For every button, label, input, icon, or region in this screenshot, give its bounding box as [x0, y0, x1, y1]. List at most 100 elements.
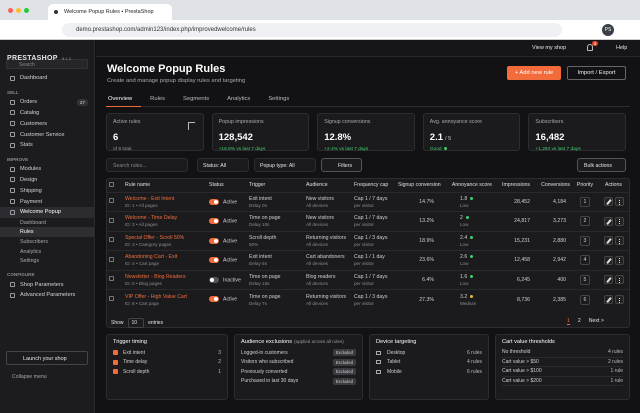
nav-item[interactable]: Customers	[0, 118, 94, 129]
toggle[interactable]	[209, 296, 219, 303]
nav-item[interactable]: Modules	[0, 164, 94, 175]
rule-name[interactable]: Abandoning Cart - Exit	[125, 254, 178, 261]
page-link[interactable]: 1	[567, 318, 570, 325]
pencil-icon	[605, 277, 612, 284]
more-button[interactable]	[614, 236, 624, 246]
priority-box[interactable]: 3	[579, 235, 591, 246]
url-field[interactable]: demo.prestashop.com/admin123/index.php/i…	[62, 23, 562, 37]
checkbox[interactable]	[109, 296, 114, 301]
next-link[interactable]: Next >	[588, 318, 604, 324]
profile-avatar[interactable]: PS	[602, 24, 614, 36]
excluded-tag: Excluded	[332, 349, 356, 357]
nav-item[interactable]: Catalog	[0, 108, 94, 119]
import-export-button[interactable]: Import / Export	[567, 66, 626, 80]
edit-button[interactable]	[603, 255, 613, 265]
checkbox[interactable]	[113, 359, 118, 365]
nav-item[interactable]: Stats	[0, 140, 94, 151]
nav-item[interactable]: Shop Parameters	[0, 279, 94, 290]
checkbox[interactable]	[113, 350, 118, 356]
priority-box[interactable]: 6	[579, 294, 591, 305]
annoyance-cell: 2 Low	[446, 211, 494, 231]
toggle[interactable]	[209, 276, 219, 283]
per-page-select[interactable]: 10	[127, 318, 145, 328]
nav-subitem[interactable]: Analytics	[20, 248, 42, 255]
priority-box[interactable]: 1	[579, 196, 591, 207]
nav-subitem[interactable]: Rules	[0, 227, 94, 238]
rule-name[interactable]: Newsletter - Blog Readers	[125, 273, 186, 280]
status-cell: Active	[207, 211, 247, 231]
toggle[interactable]	[209, 218, 219, 225]
tab[interactable]: Analytics	[227, 96, 251, 102]
edit-button[interactable]	[603, 236, 613, 246]
max-dot[interactable]	[24, 8, 29, 13]
edit-button[interactable]	[603, 295, 613, 304]
page-link[interactable]: 2	[577, 318, 581, 324]
sidebar-search[interactable]: Search	[6, 59, 88, 69]
checkbox[interactable]	[109, 237, 114, 243]
checkbox[interactable]	[109, 181, 114, 187]
launch-button[interactable]: Launch your shop	[6, 351, 88, 365]
more-button[interactable]	[614, 197, 624, 207]
checkbox[interactable]	[109, 217, 114, 223]
nav-item[interactable]: Payment	[0, 196, 94, 207]
priority-box[interactable]: 2	[579, 216, 591, 227]
more-button[interactable]	[614, 216, 624, 226]
filters-button[interactable]: Filters	[321, 158, 362, 172]
checkbox[interactable]	[109, 256, 114, 262]
rule-meta: ID: 3 • Category pages	[125, 241, 172, 247]
help[interactable]: Help	[616, 45, 627, 51]
toggle[interactable]	[209, 257, 219, 264]
nav-item[interactable]: Orders 27	[0, 97, 94, 108]
more-button[interactable]	[614, 275, 624, 285]
panel-row: Visitors who subscribed Excluded	[241, 358, 356, 368]
name-cell: Welcome - Time Delay ID: 2 • All pages	[123, 211, 207, 231]
tab[interactable]: Segments	[183, 96, 210, 102]
min-dot[interactable]	[16, 8, 21, 13]
edit-button[interactable]	[603, 197, 613, 207]
nav-item[interactable]: Customer Service	[0, 129, 94, 140]
edit-button[interactable]	[603, 216, 613, 226]
bell-icon[interactable]	[587, 44, 593, 51]
toggle[interactable]	[209, 198, 219, 205]
excluded-tag: Excluded	[332, 377, 356, 385]
add-rule-button[interactable]: + Add new rule	[507, 66, 561, 80]
tab[interactable]: Rules	[150, 96, 165, 102]
tab[interactable]: Overview	[106, 94, 142, 107]
nav-item[interactable]: Dashboard	[0, 73, 94, 84]
nav-item[interactable]: Shipping	[0, 185, 94, 196]
rule-name[interactable]: Special Offer - Scroll 50%	[125, 234, 185, 241]
collapse-menu[interactable]: Collapse menu	[12, 374, 47, 380]
bulk-actions[interactable]: Bulk actions	[577, 158, 626, 172]
rule-name[interactable]: Welcome - Exit Intent	[125, 195, 175, 202]
priority-box[interactable]: 5	[579, 274, 591, 285]
column-header: Trigger	[249, 182, 266, 189]
rule-meta: ID: 5 • Blog pages	[125, 280, 162, 286]
priority-box[interactable]: 4	[579, 255, 591, 266]
checkbox[interactable]	[109, 276, 114, 282]
pagination: 1 2 Next >	[567, 318, 604, 325]
edit-button[interactable]	[603, 275, 613, 285]
view-shop[interactable]: View my shop	[532, 45, 566, 51]
panel-row: Cart value > $200 1 rule	[502, 377, 623, 386]
rule-name[interactable]: VIP Offer - High Value Cart	[125, 293, 187, 300]
nav-item[interactable]: Advanced Parameters	[0, 290, 94, 301]
status-filter[interactable]: Status: All	[197, 158, 249, 172]
rule-name[interactable]: Welcome - Time Delay	[125, 215, 178, 222]
close-dot[interactable]	[8, 8, 13, 13]
rules-search[interactable]: Search rules...	[106, 158, 188, 172]
tab[interactable]: Settings	[268, 96, 290, 102]
more-button[interactable]	[614, 255, 624, 265]
nav-item[interactable]: Welcome Popup	[0, 206, 94, 218]
checkbox[interactable]	[113, 369, 118, 375]
more-dot	[619, 223, 620, 225]
nav-subitem[interactable]: Subscribers	[20, 238, 48, 245]
nav-subitem[interactable]: Settings	[20, 258, 40, 265]
toggle[interactable]	[209, 237, 219, 244]
type-filter[interactable]: Popup type: All	[254, 158, 316, 172]
more-button[interactable]	[614, 295, 624, 304]
checkbox[interactable]	[109, 198, 114, 204]
nav-item[interactable]: Design	[0, 175, 94, 186]
kpi-value: 128,542	[219, 127, 303, 145]
browser-tab[interactable]: Welcome Popup Rules • PrestaShop	[48, 4, 172, 20]
nav-subitem[interactable]: Dashboard	[20, 219, 46, 226]
